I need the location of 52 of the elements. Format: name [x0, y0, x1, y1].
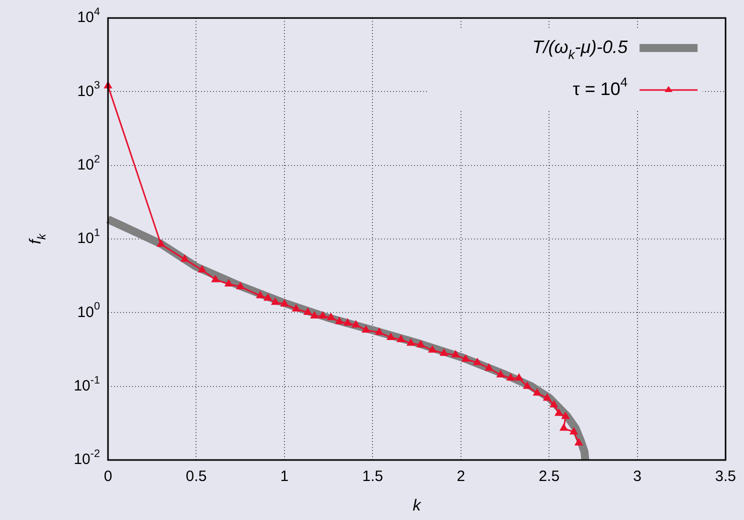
- point: [352, 320, 360, 328]
- x-tick-label: 2: [456, 468, 466, 486]
- point: [264, 294, 272, 301]
- point: [543, 394, 552, 401]
- x-tick-label: 0.5: [186, 468, 207, 486]
- point: [406, 338, 415, 346]
- x-axis-title: k: [412, 497, 422, 514]
- point: [428, 346, 436, 353]
- point: [473, 358, 482, 366]
- point: [570, 427, 578, 434]
- x-tick-label: 3.5: [715, 468, 736, 486]
- point: [533, 388, 542, 396]
- point: [496, 370, 505, 378]
- point: [386, 333, 395, 340]
- point: [256, 291, 264, 298]
- x-tick-label: 1.5: [362, 468, 384, 486]
- y-axis-title: fk: [27, 232, 49, 244]
- point: [452, 350, 460, 358]
- point: [318, 312, 327, 319]
- point: [506, 374, 515, 381]
- point: [180, 254, 189, 262]
- x-tick-label: 0: [104, 468, 112, 486]
- point: [396, 335, 405, 342]
- point: [362, 326, 370, 333]
- point: [562, 412, 570, 419]
- point: [514, 374, 523, 381]
- point: [375, 328, 384, 335]
- point: [462, 354, 470, 362]
- point: [554, 408, 563, 416]
- x-tick-label: 2.5: [538, 468, 560, 486]
- point: [574, 438, 583, 446]
- point: [440, 348, 448, 356]
- point: [560, 424, 568, 431]
- point: [416, 340, 425, 348]
- point: [523, 382, 532, 389]
- point: [484, 364, 493, 371]
- point: [310, 312, 318, 319]
- point: [211, 275, 220, 282]
- point: [292, 304, 300, 312]
- point: [304, 308, 312, 315]
- point: [550, 400, 558, 408]
- point: [236, 282, 244, 290]
- x-tick-label: 3: [633, 468, 642, 486]
- point: [344, 318, 352, 326]
- point: [156, 240, 165, 247]
- point: [280, 300, 288, 307]
- point: [335, 317, 344, 324]
- point: [224, 280, 233, 286]
- x-tick-label: 1: [280, 468, 289, 486]
- point: [198, 265, 206, 272]
- point: [271, 298, 280, 305]
- point: [327, 313, 335, 320]
